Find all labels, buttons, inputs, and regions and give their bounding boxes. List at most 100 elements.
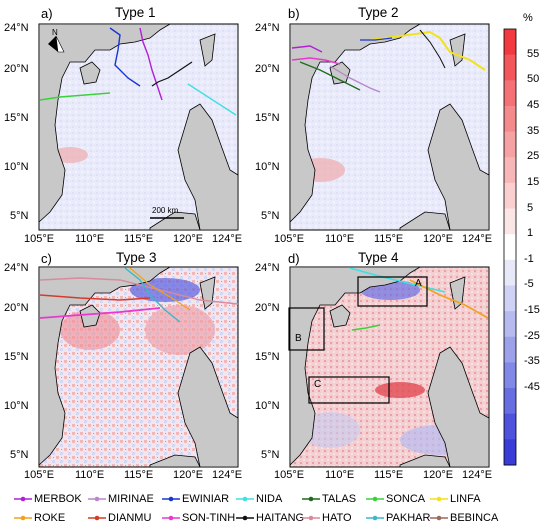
legend-swatch-icon bbox=[430, 496, 448, 502]
lon-tick-b-124: 124°E bbox=[462, 233, 493, 245]
lat-tick-d-5: 5°N bbox=[261, 449, 280, 461]
legend-item: LINFA bbox=[430, 493, 481, 505]
legend-item: MERBOK bbox=[14, 493, 82, 505]
panel-c-map bbox=[38, 266, 239, 468]
lat-tick-b-15: 15°N bbox=[255, 112, 280, 124]
panel-a-map bbox=[38, 23, 239, 231]
panel-b-map bbox=[289, 23, 490, 231]
colorbar-unit: % bbox=[523, 12, 533, 24]
legend-swatch-icon bbox=[430, 515, 448, 521]
scale-bar-label: 200 km bbox=[152, 206, 179, 215]
colorbar-swatch bbox=[504, 29, 516, 56]
colorbar-tick-label: 45 bbox=[527, 98, 540, 111]
legend-swatch-icon bbox=[14, 496, 32, 502]
panel-label-a: a) bbox=[41, 6, 53, 21]
legend-label: MIRINAE bbox=[108, 493, 154, 505]
legend-item: SONCA bbox=[366, 493, 425, 505]
legend-label: LINFA bbox=[450, 493, 481, 505]
legend-label: DIANMU bbox=[108, 512, 152, 524]
colorbar-tick-label: -45 bbox=[524, 381, 540, 394]
colorbar-swatch bbox=[504, 259, 516, 286]
colorbar-tick-label: 35 bbox=[527, 124, 540, 137]
legend-label: HAITANG bbox=[256, 512, 305, 524]
colorbar-tick-label: 5 bbox=[527, 201, 534, 214]
box-label-b: B bbox=[295, 333, 302, 344]
panel-label-c: c) bbox=[41, 251, 52, 266]
legend-item: HAITANG bbox=[236, 512, 304, 524]
legend-swatch-icon bbox=[366, 496, 384, 502]
lon-tick-a-110: 110°E bbox=[75, 233, 105, 245]
lat-tick-b-5: 5°N bbox=[261, 210, 280, 222]
lon-tick-d-110: 110°E bbox=[325, 469, 355, 481]
lon-tick-c-115: 115°E bbox=[124, 469, 154, 481]
colorbar-tick-label: 50 bbox=[527, 73, 540, 86]
panel-title-b: Type 2 bbox=[358, 5, 399, 20]
colorbar-swatch bbox=[504, 362, 516, 389]
legend-item: ROKE bbox=[14, 512, 65, 524]
box-c bbox=[308, 376, 390, 404]
lon-tick-b-120: 120°E bbox=[423, 233, 454, 245]
legend-label: MERBOK bbox=[34, 493, 82, 505]
colorbar-swatch bbox=[504, 336, 516, 363]
colorbar-swatch bbox=[504, 80, 516, 107]
legend-item: EWINIAR bbox=[162, 493, 229, 505]
colorbar-swatch bbox=[504, 182, 516, 210]
lon-tick-b-105: 105°E bbox=[274, 233, 305, 245]
lon-tick-c-120: 120°E bbox=[173, 469, 204, 481]
colorbar-tick-label: -35 bbox=[524, 355, 540, 368]
lat-tick-c-24: 24°N bbox=[4, 262, 29, 274]
lon-tick-d-115: 115°E bbox=[374, 469, 404, 481]
legend-label: NIDA bbox=[256, 493, 283, 505]
colorbar-tick-label: -15 bbox=[524, 304, 540, 317]
figure-canvas bbox=[38, 23, 517, 468]
legend-swatch-icon bbox=[88, 515, 106, 521]
colorbar-swatch bbox=[504, 157, 516, 184]
lon-tick-b-115: 115°E bbox=[374, 233, 404, 245]
legend-swatch-icon bbox=[14, 515, 32, 521]
legend-item: SON-TINH bbox=[162, 512, 235, 524]
panel-d-map bbox=[288, 266, 490, 468]
north-arrow-label: N bbox=[52, 28, 58, 37]
lat-tick-d-15: 15°N bbox=[255, 351, 280, 363]
colorbar-tick-label: 55 bbox=[527, 47, 540, 60]
legend-item: MIRINAE bbox=[88, 493, 154, 505]
legend-label: TALAS bbox=[322, 493, 357, 505]
lon-tick-d-124: 124°E bbox=[462, 469, 493, 481]
colorbar-tick-label: -1 bbox=[524, 252, 534, 265]
lat-tick-b-24: 24°N bbox=[255, 22, 280, 34]
colorbar-swatch bbox=[504, 311, 516, 338]
lon-tick-b-110: 110°E bbox=[325, 233, 355, 245]
colorbar-swatch bbox=[504, 234, 516, 261]
legend-item: DIANMU bbox=[88, 512, 151, 524]
legend-item: TALAS bbox=[302, 493, 356, 505]
lat-tick-b-20: 20°N bbox=[255, 63, 280, 75]
colorbar-swatch bbox=[504, 388, 516, 415]
legend-swatch-icon bbox=[162, 496, 180, 502]
legend-item: PAKHAR bbox=[366, 512, 430, 524]
lat-tick-c-10: 10°N bbox=[4, 400, 29, 412]
legend-label: PAKHAR bbox=[386, 512, 431, 524]
lat-tick-a-10: 10°N bbox=[4, 161, 29, 173]
panel-title-c: Type 3 bbox=[116, 250, 157, 265]
legend-swatch-icon bbox=[236, 515, 254, 521]
legend-label: HATO bbox=[322, 512, 352, 524]
legend-item: HATO bbox=[302, 512, 352, 524]
lat-tick-a-24: 24°N bbox=[4, 22, 29, 34]
legend-item: NIDA bbox=[236, 493, 282, 505]
legend-swatch-icon bbox=[88, 496, 106, 502]
legend-swatch-icon bbox=[236, 496, 254, 502]
panel-label-b: b) bbox=[288, 6, 300, 21]
lat-tick-a-15: 15°N bbox=[4, 112, 29, 124]
lat-tick-d-20: 20°N bbox=[255, 302, 280, 314]
lat-tick-c-20: 20°N bbox=[4, 302, 29, 314]
lon-tick-c-105: 105°E bbox=[24, 469, 55, 481]
box-label-a: A bbox=[415, 278, 422, 289]
panel-label-d: d) bbox=[288, 251, 300, 266]
panel-title-a: Type 1 bbox=[115, 5, 156, 20]
colorbar-swatch bbox=[504, 105, 516, 133]
colorbar-swatch bbox=[504, 285, 516, 312]
colorbar-outline bbox=[503, 28, 517, 466]
track-legend: MERBOK MIRINAE EWINIAR NIDA TALAS SONCA LINFA R… bbox=[0, 485, 550, 529]
legend-label: SON-TINH bbox=[182, 512, 236, 524]
legend-label: ROKE bbox=[34, 512, 66, 524]
